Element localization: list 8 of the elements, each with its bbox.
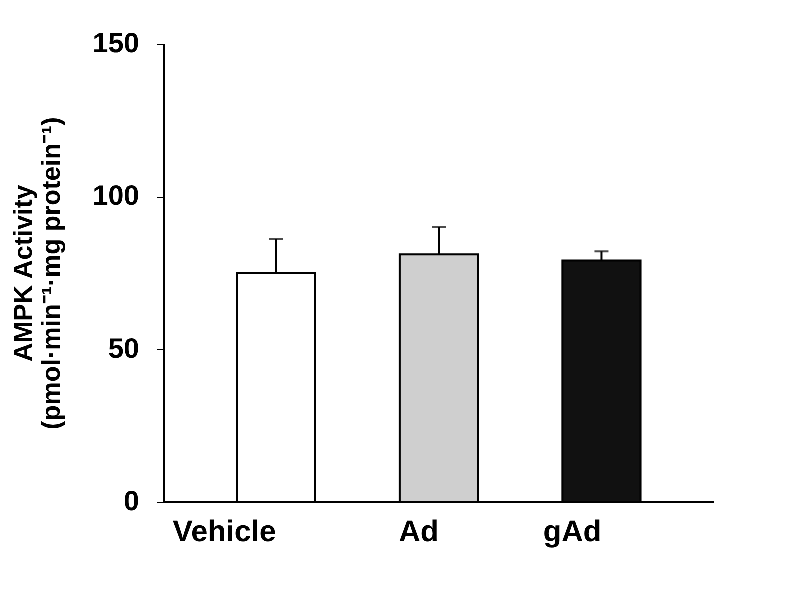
y-tick-label: 0 [124, 486, 140, 516]
y-tick-label: 50 [108, 332, 140, 364]
x-tick-label: Ad [399, 516, 439, 548]
x-tick-label: gAd [543, 516, 602, 548]
y-tick-label: 100 [92, 180, 140, 212]
x-tick-label: Vehicle [172, 516, 276, 548]
y-tick-label: 150 [92, 28, 140, 58]
y-axis-title: AMPK Activity (pmol·min⁻¹·mg protein⁻¹) [8, 117, 66, 430]
